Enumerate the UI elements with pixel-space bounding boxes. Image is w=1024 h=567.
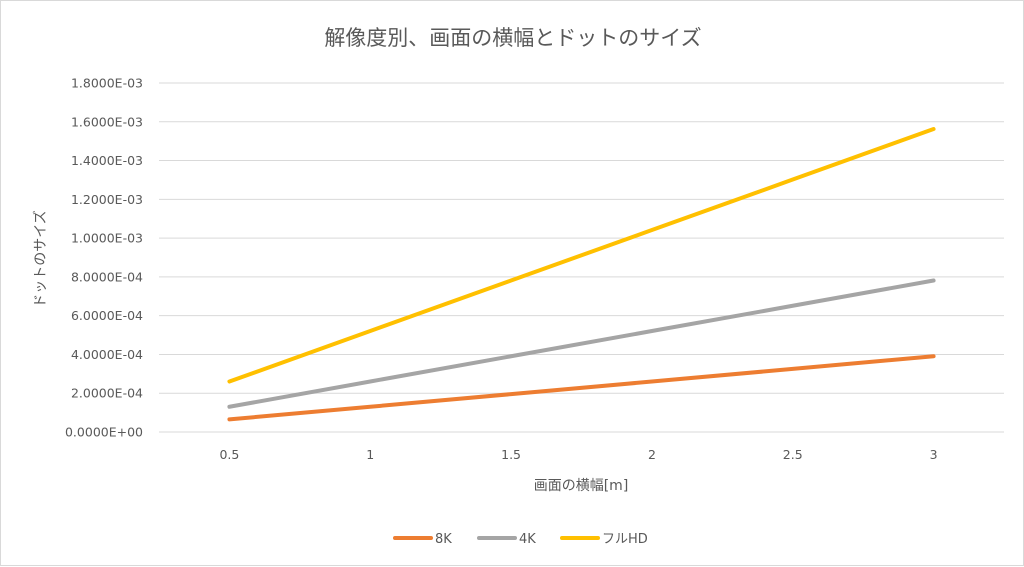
y-tick-label: 6.0000E-04: [71, 308, 143, 323]
y-axis-ticks: 0.0000E+00 2.0000E-04 4.0000E-04 6.0000E-04…: [65, 76, 143, 440]
chart-title: 解像度別、画面の横幅とドットのサイズ: [324, 26, 701, 50]
x-tick-label: 0.5: [219, 447, 239, 462]
y-tick-label: 1.4000E-03: [71, 153, 143, 168]
legend-label: 4K: [519, 532, 536, 547]
legend: 8K 4K フルHD: [393, 532, 648, 547]
series-line-8k: [227, 354, 936, 422]
series-line-hd: [227, 127, 936, 384]
y-tick-label: 4.0000E-04: [71, 347, 143, 362]
x-tick-label: 2: [648, 447, 656, 462]
y-tick-label: 1.6000E-03: [71, 114, 143, 129]
y-tick-label: 1.2000E-03: [71, 192, 143, 207]
y-tick-label: 1.8000E-03: [71, 76, 143, 91]
y-axis-title: ドットのサイズ: [33, 210, 49, 308]
series-line-4k: [227, 278, 936, 409]
y-tick-label: 1.0000E-03: [71, 231, 143, 246]
y-tick-label: 0.0000E+00: [65, 425, 143, 440]
x-axis-title: 画面の横幅[m]: [534, 478, 629, 494]
legend-label: 8K: [435, 532, 452, 547]
x-tick-label: 2.5: [783, 447, 803, 462]
x-tick-label: 1.5: [501, 447, 521, 462]
x-tick-label: 3: [930, 447, 938, 462]
y-tick-label: 2.0000E-04: [71, 386, 143, 401]
legend-label: フルHD: [602, 532, 648, 547]
series-lines: [227, 127, 936, 422]
x-tick-label: 1: [366, 447, 374, 462]
y-tick-label: 8.0000E-04: [71, 269, 143, 284]
x-axis-ticks: 0.5 1 1.5 2 2.5 3: [219, 447, 937, 462]
gridlines: [159, 82, 1004, 433]
